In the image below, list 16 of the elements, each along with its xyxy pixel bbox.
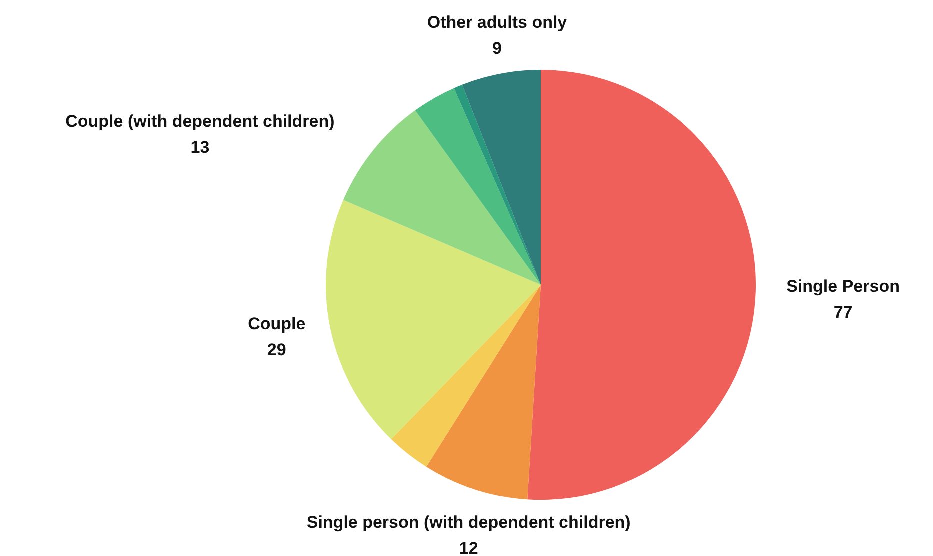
pie-slice bbox=[528, 70, 756, 500]
slice-label: Couple (with dependent children) bbox=[66, 112, 335, 131]
pie-slice bbox=[415, 88, 541, 285]
pie-slice bbox=[426, 285, 541, 500]
data-label: 13 bbox=[190, 138, 210, 157]
slice-label: Other adults only bbox=[427, 13, 568, 32]
slice-label: Couple bbox=[248, 314, 306, 334]
pie-slice bbox=[326, 200, 541, 440]
slice-label: Single Person bbox=[786, 277, 900, 296]
data-label: 29 bbox=[267, 340, 286, 360]
slice-label: Single person (with dependent children) bbox=[306, 513, 631, 532]
data-label: 12 bbox=[459, 539, 478, 556]
data-label: 9 bbox=[492, 39, 502, 58]
pie-slice bbox=[391, 285, 541, 467]
pie-slice bbox=[343, 110, 541, 285]
data-label: 77 bbox=[834, 303, 853, 322]
